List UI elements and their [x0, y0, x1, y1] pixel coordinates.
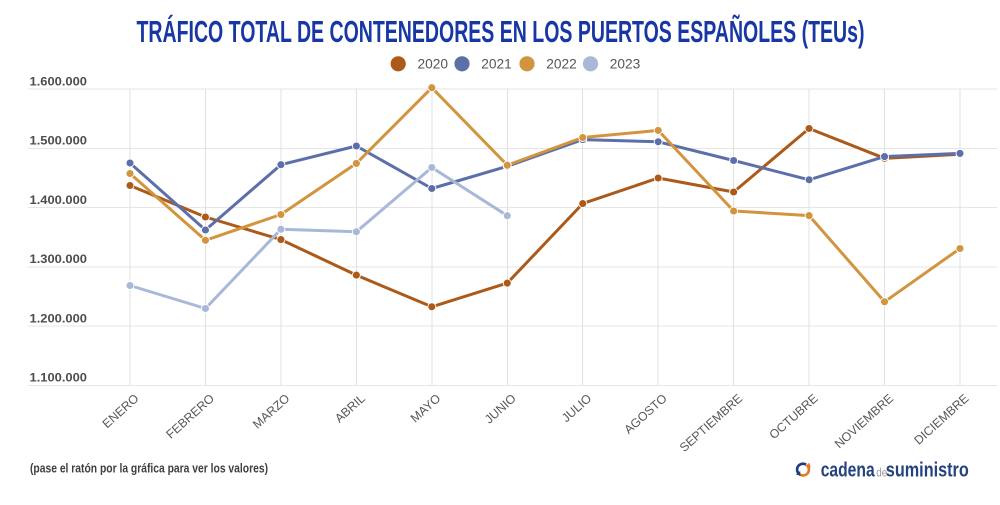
svg-text:1.300.000: 1.300.000 — [30, 252, 88, 266]
svg-text:2023: 2023 — [610, 56, 641, 72]
svg-text:1.400.000: 1.400.000 — [30, 193, 88, 207]
svg-text:2022: 2022 — [546, 56, 577, 72]
svg-text:1.200.000: 1.200.000 — [30, 311, 88, 325]
svg-text:1.100.000: 1.100.000 — [30, 371, 88, 385]
svg-text:TRÁFICO TOTAL DE CONTENEDORES: TRÁFICO TOTAL DE CONTENEDORES EN LOS PUE… — [137, 14, 865, 49]
svg-text:1.500.000: 1.500.000 — [30, 134, 88, 148]
svg-text:2021: 2021 — [481, 56, 512, 72]
svg-text:suministro: suministro — [886, 459, 969, 481]
svg-text:1.600.000: 1.600.000 — [30, 74, 88, 88]
svg-text:cadena: cadena — [821, 459, 876, 481]
svg-text:de: de — [876, 467, 887, 479]
svg-text:2020: 2020 — [418, 56, 449, 72]
svg-text:(pase el ratón por la gráfica: (pase el ratón por la gráfica para ver l… — [30, 462, 268, 476]
